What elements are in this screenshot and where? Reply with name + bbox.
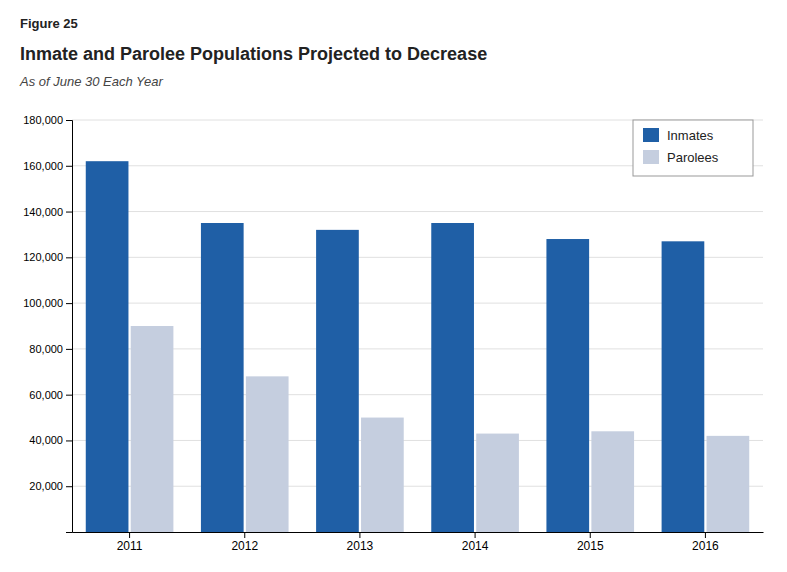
tick: 2014 [462,532,489,553]
tick-mark [66,303,72,304]
legend: Inmates Parolees [633,120,753,176]
tick: 80,000 [29,343,72,355]
bar [201,223,244,532]
grid [72,120,763,486]
grid-line [72,348,763,349]
bar [431,223,474,532]
tick-mark [66,486,72,487]
tick-label: 2014 [462,539,489,553]
bar [131,326,174,532]
tick: 2013 [347,532,374,553]
tick-label: 2013 [347,539,374,553]
grid-line [72,486,763,487]
tick-label: 20,000 [29,480,63,492]
tick-label: 160,000 [23,160,63,172]
tick: 2015 [577,532,604,553]
tick-label: 80,000 [29,343,63,355]
tick-mark [66,212,72,213]
tick-mark [244,532,245,538]
legend-swatch [643,150,659,164]
legend-label: Inmates [667,128,714,143]
tick: 120,000 [23,251,72,263]
axis-domain [66,121,73,533]
y-axis: 20,000 40,000 60,000 80,000 100,000 120,000 14… [23,114,72,532]
tick: 40,000 [29,434,72,446]
tick-label: 40,000 [29,434,63,446]
tick: 20,000 [29,480,72,492]
bars [86,161,749,532]
tick-mark [66,395,72,396]
tick-label: 140,000 [23,206,63,218]
grid-line [72,257,763,258]
legend-swatch [643,128,659,142]
legend-item: Parolees [643,150,719,165]
axis-domain [73,532,764,533]
tick-label: 180,000 [23,114,63,126]
title: Inmate and Parolee Populations Projected… [20,44,487,64]
legend-label: Parolees [667,150,719,165]
bar [316,230,359,532]
tick: 180,000 [23,114,72,126]
tick-label: 100,000 [23,297,63,309]
bar [662,241,705,532]
series [86,161,705,532]
tick: 2016 [692,532,719,553]
tick: 2011 [117,532,143,553]
bar [476,434,519,532]
legend-frame [633,120,753,176]
tick-label: 2012 [231,539,258,553]
tick-mark [66,166,72,167]
grid-line [72,211,763,212]
tick-label: 120,000 [23,251,63,263]
tick-mark [66,120,72,121]
tick-label: 60,000 [29,389,63,401]
tick: 2012 [231,532,258,553]
grid-line [72,394,763,395]
tick: 140,000 [23,206,72,218]
tick-mark [359,532,360,538]
tick: 100,000 [23,297,72,309]
tick-label: 2011 [117,539,143,553]
annotation: Figure 25 [20,16,78,31]
tick-mark [129,532,130,538]
tick-mark [705,532,706,538]
tick-mark [475,532,476,538]
chart: Figure 25 Inmate and Parolee Populations … [0,0,787,572]
subtitle: As of June 30 Each Year [19,74,164,89]
legend-item: Inmates [643,128,714,143]
tick-mark [66,257,72,258]
series [131,326,750,532]
bar [591,431,634,532]
plot: 2011 2012 2013 2014 2015 2016 20,000 40,000 60,0… [23,114,763,553]
tick-mark [590,532,591,538]
tick-label: 2016 [692,539,719,553]
header: Figure 25 Inmate and Parolee Populations … [19,16,487,89]
bar [86,161,129,532]
bar [246,376,289,532]
x-axis: 2011 2012 2013 2014 2015 2016 [73,532,764,553]
tick: 160,000 [23,160,72,172]
tick: 60,000 [29,389,72,401]
tick-label: 2015 [577,539,604,553]
tick-mark [66,440,72,441]
grid-line [72,303,763,304]
tick-mark [66,349,72,350]
grid-line [72,440,763,441]
bar [707,436,750,532]
bar [546,239,589,532]
bar [361,418,404,532]
